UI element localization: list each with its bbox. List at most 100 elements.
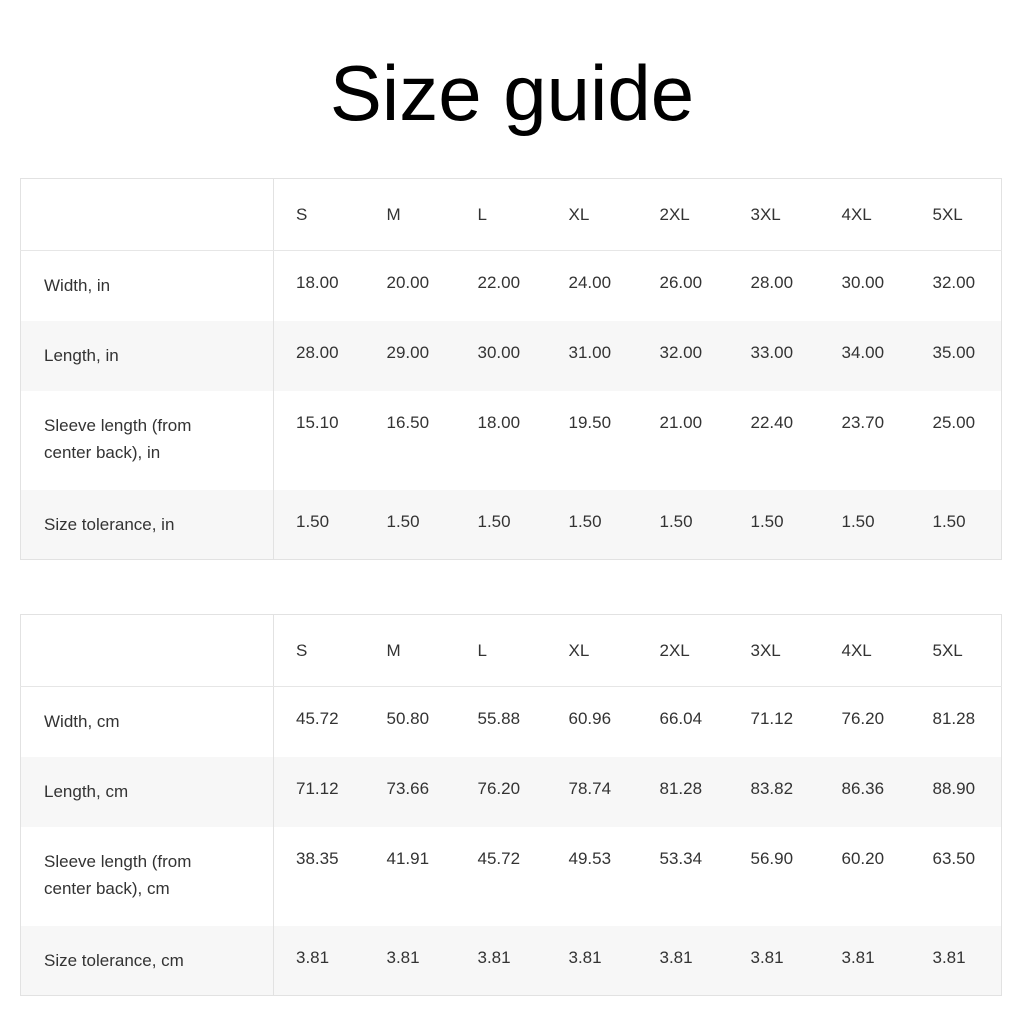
- row-label: Size tolerance, cm: [20, 925, 274, 996]
- measurement-cell: 34.00: [841, 342, 885, 362]
- measurement-cell: 25.00: [932, 412, 976, 432]
- measurement-cell: 22.40: [750, 412, 794, 432]
- size-header: M: [364, 614, 456, 687]
- measurement-cell: 1.50: [750, 511, 784, 531]
- measurement-cell: 60.20: [841, 848, 885, 868]
- page-title: Size guide: [329, 49, 695, 137]
- measurement-cell: 53.34: [659, 848, 703, 868]
- measurement-cell: 55.88: [477, 709, 521, 728]
- size-table-inches: S M L XL 2XL 3XL 4XL 5XL Width, in 18.00 20.00 22.0…: [20, 178, 1002, 560]
- measurement-cell: 31.00: [568, 342, 612, 362]
- table-row: Sleeve length (from center back), cm 38.3…: [20, 826, 1002, 926]
- measurement-cell: 3.81: [659, 947, 693, 967]
- measurement-cell: 1.50: [296, 511, 330, 531]
- table-row: Size tolerance, cm 3.81 3.81 3.81 3.81 3.81 3.…: [20, 925, 1002, 996]
- measurement-cell: 22.00: [477, 273, 521, 292]
- measurement-cell: 29.00: [386, 342, 430, 362]
- measurement-cell: 1.50: [568, 511, 602, 531]
- measurement-cell: 49.53: [568, 848, 612, 868]
- measurement-cell: 21.00: [659, 412, 703, 432]
- measurement-cell: 71.12: [750, 709, 794, 728]
- measurement-cell: 3.81: [296, 947, 330, 967]
- header-row: S M L XL 2XL 3XL 4XL 5XL: [20, 178, 1002, 251]
- size-header: 4XL: [819, 178, 911, 251]
- measurement-cell: 50.80: [386, 709, 430, 728]
- measurement-cell: 63.50: [932, 848, 976, 868]
- measurement-cell: 28.00: [750, 273, 794, 292]
- size-table-cm: S M L XL 2XL 3XL 4XL 5XL Width, cm 45.72 50.80 55.8…: [20, 614, 1002, 996]
- size-header: 4XL: [819, 614, 911, 687]
- measurement-cell: 3.81: [477, 947, 511, 967]
- measurement-cell: 3.81: [386, 947, 420, 967]
- row-label: Width, cm: [20, 686, 274, 757]
- size-header: S: [273, 178, 365, 251]
- table-row: Length, cm 71.12 73.66 76.20 78.74 81.28 83.82…: [20, 756, 1002, 827]
- measurement-cell: 28.00: [296, 342, 339, 362]
- measurement-cell: 32.00: [659, 342, 703, 362]
- size-header: XL: [546, 178, 638, 251]
- size-header: L: [455, 178, 547, 251]
- measurement-cell: 3.81: [750, 947, 784, 967]
- row-label: Sleeve length (from center back), cm: [20, 826, 274, 926]
- measurement-cell: 1.50: [659, 511, 693, 531]
- measurement-cell: 19.50: [568, 412, 612, 432]
- measurement-cell: 15.10: [296, 412, 339, 432]
- measurement-cell: 26.00: [659, 273, 703, 292]
- table-row: Size tolerance, in 1.50 1.50 1.50 1.50 1.50 1.…: [20, 489, 1002, 560]
- measurement-cell: 76.20: [477, 778, 521, 798]
- size-header: XL: [546, 614, 638, 687]
- measurement-cell: 88.90: [932, 778, 976, 798]
- table-row: Length, in 28.00 29.00 30.00 31.00 32.00 33.00…: [20, 320, 1002, 391]
- measurement-cell: 1.50: [477, 511, 511, 531]
- measurement-cell: 71.12: [296, 778, 339, 798]
- measurement-cell: 3.81: [841, 947, 875, 967]
- measurement-cell: 83.82: [750, 778, 794, 798]
- measurement-cell: 45.72: [296, 709, 339, 728]
- measurement-cell: 81.28: [932, 709, 976, 728]
- measurement-cell: 76.20: [841, 709, 885, 728]
- table-row: Width, cm 45.72 50.80 55.88 60.96 66.04 71.12 7…: [20, 686, 1002, 757]
- measurement-cell: 3.81: [932, 947, 966, 967]
- size-header: L: [455, 614, 547, 687]
- measurement-cell: 78.74: [568, 778, 612, 798]
- measurement-cell: 16.50: [386, 412, 430, 432]
- measurement-cell: 1.50: [932, 511, 966, 531]
- size-header: 5XL: [910, 614, 1002, 687]
- measurement-cell: 20.00: [386, 273, 430, 292]
- measurement-cell: 38.35: [296, 848, 339, 868]
- size-header: 2XL: [637, 614, 729, 687]
- measurement-cell: 23.70: [841, 412, 885, 432]
- measurement-cell: 56.90: [750, 848, 794, 868]
- measurement-cell: 18.00: [477, 412, 521, 432]
- header-row: S M L XL 2XL 3XL 4XL 5XL: [20, 614, 1002, 687]
- measurement-cell: 3.81: [568, 947, 602, 967]
- measurement-cell: 45.72: [477, 848, 521, 868]
- size-header: S: [273, 614, 365, 687]
- measurement-cell: 86.36: [841, 778, 885, 798]
- measurement-cell: 73.66: [386, 778, 430, 798]
- measurement-cell: 30.00: [841, 273, 885, 292]
- measurement-cell: 18.00: [296, 273, 339, 292]
- row-label: Sleeve length (from center back), in: [20, 390, 274, 490]
- size-header: 5XL: [910, 178, 1002, 251]
- row-label: Size tolerance, in: [20, 489, 274, 560]
- table-row: Width, in 18.00 20.00 22.00 24.00 26.00 28.00 3…: [20, 250, 1002, 321]
- size-header: 3XL: [728, 178, 820, 251]
- measurement-cell: 1.50: [841, 511, 875, 531]
- measurement-cell: 35.00: [932, 342, 976, 362]
- measurement-cell: 41.91: [386, 848, 430, 868]
- table-row: Sleeve length (from center back), in 15.1…: [20, 390, 1002, 490]
- size-header: 3XL: [728, 614, 820, 687]
- measurement-cell: 66.04: [659, 709, 703, 728]
- row-label: Length, cm: [20, 756, 274, 827]
- measurement-cell: 24.00: [568, 273, 612, 292]
- measurement-cell: 81.28: [659, 778, 703, 798]
- measurement-cell: 32.00: [932, 273, 976, 292]
- measurement-cell: 30.00: [477, 342, 521, 362]
- row-label: Width, in: [20, 250, 274, 321]
- row-label: Length, in: [20, 320, 274, 391]
- size-header: M: [364, 178, 456, 251]
- measurement-cell: 60.96: [568, 709, 612, 728]
- corner-cell: [20, 178, 274, 251]
- measurement-cell: 1.50: [386, 511, 420, 531]
